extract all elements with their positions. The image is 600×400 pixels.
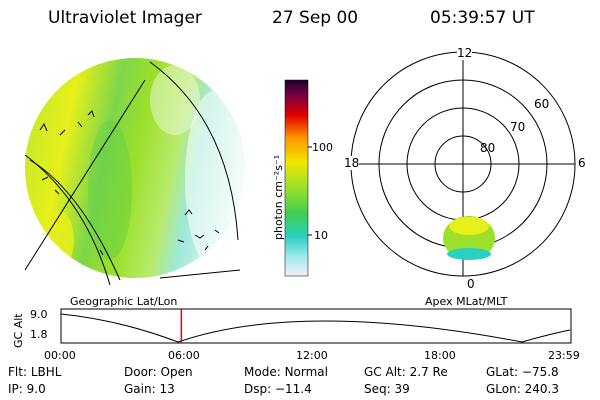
disk-emission xyxy=(25,58,245,278)
mlt-label-18: 18 xyxy=(344,156,360,170)
info-door-label: Door: xyxy=(124,365,157,379)
info-seq-value: 39 xyxy=(394,382,410,396)
info-gc-alt-label: GC Alt: xyxy=(364,365,406,379)
info-door: Door: Open xyxy=(124,365,193,379)
colorbar-gradient xyxy=(284,79,309,277)
info-dsp-value: −11.4 xyxy=(274,382,312,396)
time-tick-0000: 00:00 xyxy=(44,349,76,362)
info-mode: Mode: Normal xyxy=(244,365,328,379)
colorbar xyxy=(284,79,312,277)
colorbar-tick-10: 10 xyxy=(314,229,328,242)
apex-mlat-mlt-label: Apex MLat/MLT xyxy=(425,295,508,308)
date-label: 27 Sep 00 xyxy=(272,8,359,28)
colorbar-tick-100: 100 xyxy=(312,141,333,154)
mlt-label-6: 6 xyxy=(578,156,586,170)
info-dsp: Dsp: −11.4 xyxy=(244,382,312,396)
mlat-label-70: 70 xyxy=(510,120,526,134)
polar-grid xyxy=(350,51,576,277)
info-glon-label: GLon: xyxy=(486,382,521,396)
earth-disk-image xyxy=(24,58,245,286)
time-tick-1200: 12:00 xyxy=(296,349,328,362)
info-door-value: Open xyxy=(160,365,193,379)
auroral-oval-blob xyxy=(443,216,495,260)
info-flt: Flt: LBHL xyxy=(8,365,61,379)
info-ip: IP: 9.0 xyxy=(8,382,46,396)
info-dsp-label: Dsp: xyxy=(244,382,272,396)
info-glon: GLon: 240.3 xyxy=(486,382,559,396)
info-glon-value: 240.3 xyxy=(524,382,559,396)
time-tick-2359: 23:59 xyxy=(548,349,580,362)
info-ip-value: 9.0 xyxy=(26,382,46,396)
info-gain: Gain: 13 xyxy=(124,382,175,396)
mlt-label-12: 12 xyxy=(457,46,473,60)
altitude-plot-frame xyxy=(60,308,572,344)
info-seq: Seq: 39 xyxy=(364,382,410,396)
time-label: 05:39:57 UT xyxy=(430,8,535,28)
mlt-label-0: 0 xyxy=(467,277,475,291)
info-flt-value: LBHL xyxy=(30,365,62,379)
altitude-axis-label: GC Alt xyxy=(12,313,25,348)
info-gc-alt: GC Alt: 2.7 Re xyxy=(364,365,448,379)
info-gc-alt-value: 2.7 Re xyxy=(409,365,448,379)
mlat-label-60: 60 xyxy=(534,97,550,111)
info-glat: GLat: −75.8 xyxy=(486,365,559,379)
info-flt-label: Flt: xyxy=(8,365,27,379)
time-tick-0600: 06:00 xyxy=(168,349,200,362)
time-tick-1800: 18:00 xyxy=(424,349,456,362)
info-mode-value: Normal xyxy=(284,365,328,379)
altitude-plot xyxy=(60,308,572,344)
info-glat-value: −75.8 xyxy=(521,365,559,379)
info-ip-label: IP: xyxy=(8,382,23,396)
info-glat-label: GLat: xyxy=(486,365,519,379)
alt-tick-9: 9.0 xyxy=(30,308,48,321)
info-gain-label: Gain: xyxy=(124,382,156,396)
coastline-marks xyxy=(39,110,220,256)
info-seq-label: Seq: xyxy=(364,382,391,396)
mlat-label-80: 80 xyxy=(480,141,496,155)
alt-tick-1-8: 1.8 xyxy=(30,328,48,341)
info-gain-value: 13 xyxy=(159,382,175,396)
geo-grid-lines xyxy=(24,61,241,286)
geo-lat-lon-label: Geographic Lat/Lon xyxy=(70,295,178,308)
colorbar-unit-label: photon cm⁻²s⁻¹ xyxy=(272,154,285,240)
altitude-curve xyxy=(60,313,571,343)
instrument-title: Ultraviolet Imager xyxy=(48,8,202,28)
info-mode-label: Mode: xyxy=(244,365,281,379)
